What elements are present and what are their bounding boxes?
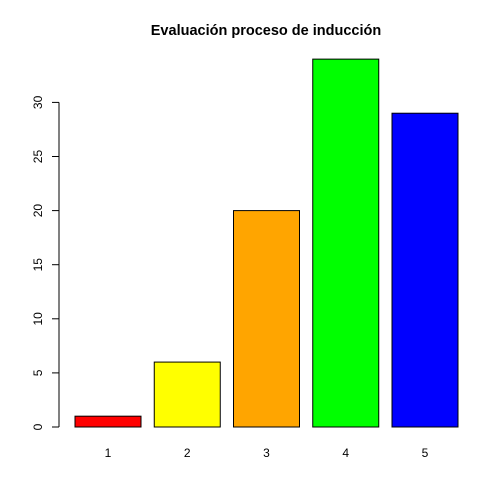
x-tick-label-3: 3	[263, 446, 270, 460]
bar-4	[312, 58, 380, 428]
y-tick-label-25: 25	[31, 150, 45, 164]
x-tick-label-5: 5	[422, 446, 429, 460]
y-tick-label-20: 20	[31, 204, 45, 218]
bar-1	[74, 415, 142, 428]
bar-3	[233, 210, 300, 428]
x-tick-label-2: 2	[184, 446, 191, 460]
y-tick-label-0: 0	[31, 423, 45, 430]
y-axis: 0 5 10 15 20 25 30	[31, 95, 60, 430]
chart-title: Evaluación proceso de inducción	[151, 23, 381, 39]
y-tick-label-10: 10	[31, 312, 45, 326]
x-tick-label-4: 4	[342, 446, 349, 460]
x-tick-label-1: 1	[105, 446, 112, 460]
bar-5	[391, 112, 459, 428]
x-axis-labels: 1 2 3 4 5	[105, 446, 429, 460]
y-tick-label-5: 5	[31, 369, 45, 376]
bars	[74, 58, 459, 428]
bar-2	[153, 361, 221, 428]
y-tick-label-15: 15	[31, 258, 45, 272]
y-tick-label-30: 30	[31, 95, 45, 109]
